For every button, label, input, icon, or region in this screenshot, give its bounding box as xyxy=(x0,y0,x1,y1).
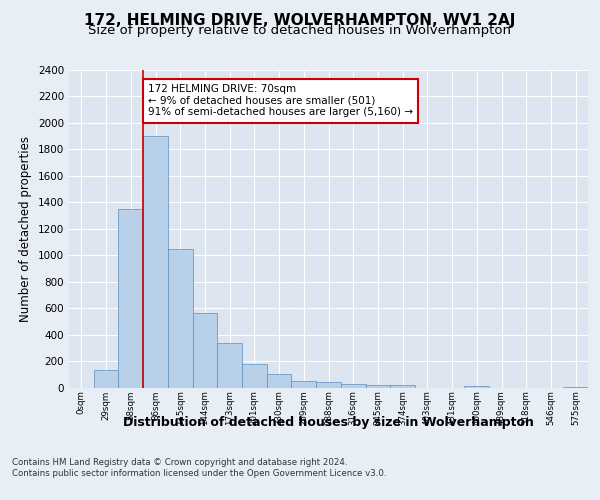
Bar xyxy=(168,248,193,388)
Text: 172 HELMING DRIVE: 70sqm
← 9% of detached houses are smaller (501)
91% of semi-d: 172 HELMING DRIVE: 70sqm ← 9% of detache… xyxy=(148,84,413,117)
Bar xyxy=(217,342,242,388)
Bar xyxy=(118,209,143,388)
Bar xyxy=(193,314,217,388)
Bar xyxy=(267,374,292,388)
Bar xyxy=(292,381,316,388)
Bar xyxy=(242,364,267,388)
Text: Contains HM Land Registry data © Crown copyright and database right 2024.: Contains HM Land Registry data © Crown c… xyxy=(12,458,347,467)
Bar xyxy=(563,387,588,388)
Bar xyxy=(143,136,168,388)
Text: 172, HELMING DRIVE, WOLVERHAMPTON, WV1 2AJ: 172, HELMING DRIVE, WOLVERHAMPTON, WV1 2… xyxy=(85,12,515,28)
Bar xyxy=(464,386,489,388)
Text: Distribution of detached houses by size in Wolverhampton: Distribution of detached houses by size … xyxy=(124,416,534,429)
Bar xyxy=(390,385,415,388)
Bar xyxy=(365,385,390,388)
Text: Contains public sector information licensed under the Open Government Licence v3: Contains public sector information licen… xyxy=(12,470,386,478)
Text: Size of property relative to detached houses in Wolverhampton: Size of property relative to detached ho… xyxy=(89,24,511,37)
Bar xyxy=(316,382,341,388)
Bar xyxy=(341,384,365,388)
Y-axis label: Number of detached properties: Number of detached properties xyxy=(19,136,32,322)
Bar xyxy=(94,370,118,388)
